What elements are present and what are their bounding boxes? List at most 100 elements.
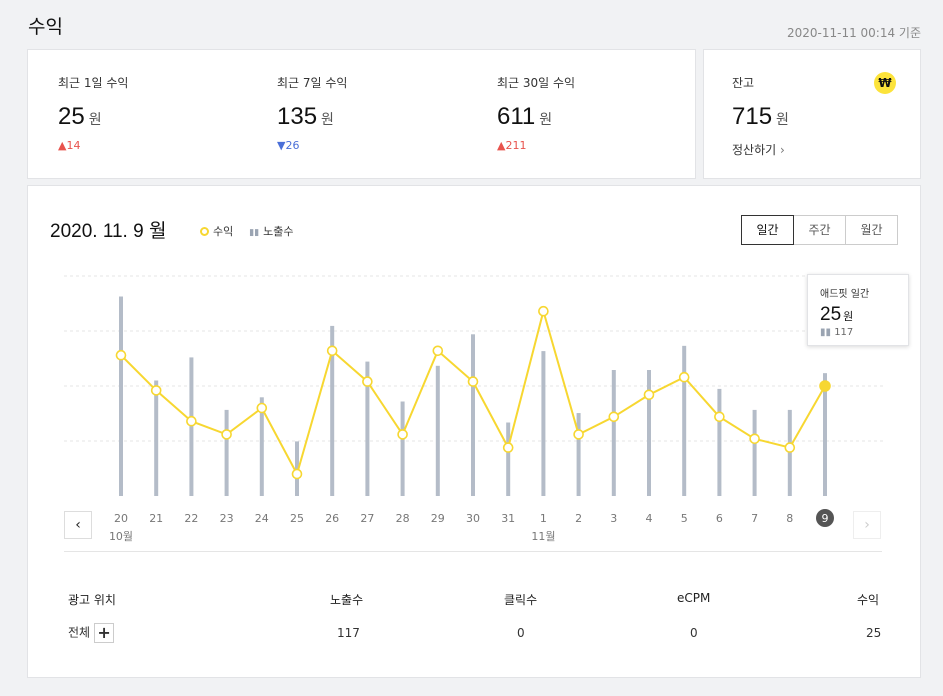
revenue-point <box>326 345 338 357</box>
x-tick-label: 21 <box>149 512 163 525</box>
settle-link[interactable]: 정산하기 › <box>732 141 789 158</box>
revenue-point <box>749 433 760 445</box>
balance-card: 잔고 715 원 정산하기 › ₩ <box>703 49 921 179</box>
x-tick-label: 27 <box>360 512 374 525</box>
tooltip-impressions-value: 117 <box>834 327 854 338</box>
balance-stat: 잔고 715 원 정산하기 › <box>732 74 789 158</box>
next-button[interactable]: › <box>853 511 881 539</box>
expand-plus-button[interactable]: + <box>94 623 115 643</box>
revenue-point <box>432 345 444 357</box>
timestamp: 2020-11-11 00:14 기준 <box>786 26 921 40</box>
impression-bar <box>576 413 581 496</box>
row-clicks: 0 <box>517 626 525 640</box>
delta-value: 211 <box>505 139 527 152</box>
stat-delta: ▼26 <box>277 139 347 152</box>
x-tick-label: 1 <box>540 512 547 525</box>
table-row: 전체 + <box>68 623 115 643</box>
impression-bar <box>611 370 616 496</box>
row-ecpm: 0 <box>690 626 698 640</box>
revenue-point <box>397 429 408 440</box>
revenue-point <box>819 380 831 392</box>
chart-tooltip: 애드핏 일간 25 원 ▮▮ 117 <box>807 274 909 346</box>
x-tick-label: 31 <box>501 512 515 525</box>
stat-label: 최근 1일 수익 <box>58 76 129 90</box>
tab-monthly[interactable]: 월간 <box>845 215 898 245</box>
x-tick-label: 9 <box>822 512 829 525</box>
impression-bar <box>119 296 123 496</box>
bar-chart-icon: ▮▮ <box>820 327 835 338</box>
delta-value: 26 <box>285 139 300 152</box>
revenue-point <box>150 385 162 396</box>
tab-weekly[interactable]: 주간 <box>793 215 846 245</box>
month-label: 11월 <box>531 530 555 543</box>
table-header-clicks: 클릭수 <box>504 593 538 607</box>
impression-bar <box>823 373 827 496</box>
x-tick-label: 8 <box>786 512 793 525</box>
down-arrow-icon: ▼ <box>277 139 286 152</box>
x-tick-label: 28 <box>396 512 410 525</box>
revenue-point <box>467 376 479 387</box>
x-tick-label: 3 <box>610 512 617 525</box>
tooltip-unit: 원 <box>843 311 854 323</box>
impression-bar <box>435 365 440 496</box>
impression-bar <box>189 357 194 496</box>
x-tick-label: 29 <box>431 512 445 525</box>
impression-bar <box>400 401 405 496</box>
row-impressions: 117 <box>337 626 360 640</box>
revenue-point <box>608 411 620 423</box>
x-tick-label: 7 <box>751 512 758 525</box>
impression-bar <box>365 361 370 496</box>
stat-30day: 최근 30일 수익 611 원 ▲211 <box>497 74 575 152</box>
up-arrow-icon: ▲ <box>58 139 67 152</box>
table-header-ecpm: eCPM <box>677 591 711 605</box>
table-header-position: 광고 위치 <box>68 593 116 607</box>
revenue-point <box>538 305 549 317</box>
impression-bar <box>224 409 229 496</box>
tab-daily[interactable]: 일간 <box>741 215 794 245</box>
stat-value: 611 원 <box>497 103 575 131</box>
chart-date: 2020. 11. 9 월 <box>50 221 167 242</box>
x-tick-label: 25 <box>290 512 304 525</box>
delta-value: 14 <box>66 139 81 152</box>
table-header-impressions: 노출수 <box>330 593 364 607</box>
month-label: 10월 <box>109 530 133 543</box>
impression-bar <box>541 351 546 496</box>
stat-unit: 원 <box>321 111 334 127</box>
tooltip-impressions: ▮▮ 117 <box>820 327 896 338</box>
won-icon: ₩ <box>874 72 896 94</box>
revenue-point <box>784 442 796 453</box>
revenue-point <box>573 429 584 440</box>
prev-button[interactable]: ‹ <box>64 511 92 539</box>
divider <box>64 551 882 552</box>
x-tick-label: 26 <box>325 512 339 525</box>
tooltip-value: 25 원 <box>820 304 896 326</box>
impression-bar <box>717 388 722 496</box>
revenue-point <box>186 415 197 427</box>
legend-revenue: 수익 <box>200 223 233 239</box>
stat-unit: 원 <box>539 111 553 127</box>
x-tick-label: 6 <box>716 512 723 525</box>
stat-label: 최근 7일 수익 <box>277 76 348 90</box>
stat-label: 최근 30일 수익 <box>497 76 576 90</box>
page-title: 수익 <box>28 16 63 38</box>
revenue-point <box>643 389 655 401</box>
chevron-left-icon: ‹ <box>75 517 81 533</box>
stat-delta: ▲14 <box>58 139 128 152</box>
impression-bar <box>682 345 687 496</box>
x-tick-label: 24 <box>255 512 269 525</box>
revenue-point <box>502 442 514 453</box>
chart-card: 2020. 11. 9 월 수익 ▮▮ 노출수 일간 주간 월간 20 21 22 23… <box>27 185 921 678</box>
stat-7day: 최근 7일 수익 135 원 ▼26 <box>277 74 347 152</box>
stat-number: 611 <box>497 103 536 130</box>
stat-value: 135 원 <box>277 103 347 131</box>
stat-1day: 최근 1일 수익 25 원 ▲14 <box>58 74 128 152</box>
x-tick-label: 23 <box>220 512 234 525</box>
revenue-point <box>362 376 373 387</box>
revenue-point <box>714 411 725 423</box>
stat-unit: 원 <box>88 111 102 127</box>
period-tabs: 일간 주간 월간 <box>741 215 898 245</box>
impression-bar <box>471 334 475 496</box>
impression-bar <box>154 380 159 496</box>
balance-number: 715 <box>732 103 773 130</box>
